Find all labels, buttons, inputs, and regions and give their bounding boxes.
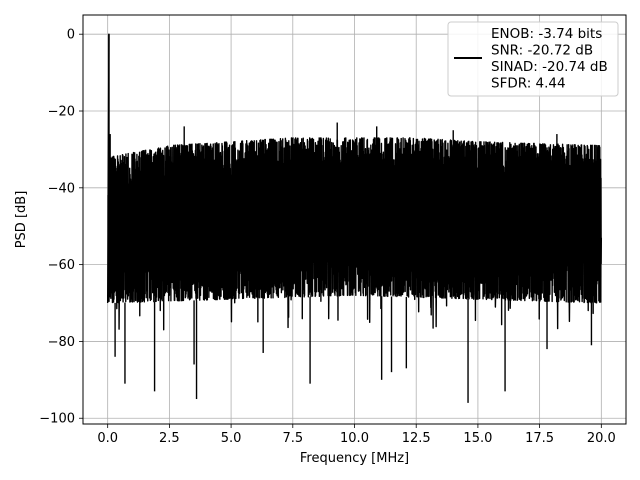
- x-tick-label: 0.0: [97, 431, 118, 446]
- y-axis-label: PSD [dB]: [14, 191, 29, 249]
- legend-sinad-text: SINAD: -20.74 dB: [491, 59, 608, 75]
- x-tick-label: 12.5: [402, 431, 431, 446]
- legend-snr-text: SNR: -20.72 dB: [491, 43, 593, 59]
- y-tick-label: −60: [48, 258, 75, 273]
- axis-ticks: 0.0 2.5 5.0 7.5 10.0 12.5 15.0 17.5 20.0 0 −20 −40 −…: [39, 28, 616, 446]
- y-tick-label: 0: [67, 28, 75, 43]
- x-tick-label: 2.5: [159, 431, 180, 446]
- x-tick-label: 10.0: [340, 431, 369, 446]
- psd-trace: [106, 33, 603, 331]
- x-tick-label: 17.5: [525, 431, 554, 446]
- y-tick-label: −80: [48, 335, 75, 350]
- legend-sfdr-text: SFDR: 4.44: [491, 76, 566, 92]
- y-tick-label: −40: [48, 181, 75, 196]
- legend-box: [447, 21, 619, 97]
- x-axis-label: Frequency [MHz]: [300, 451, 409, 466]
- legend-enob-text: ENOB: -3.74 bits: [491, 26, 602, 42]
- y-tick-label: −100: [39, 412, 75, 427]
- x-tick-label: 15.0: [463, 431, 492, 446]
- legend: ENOB: -3.74 bits SNR: -20.72 dB SINAD: -…: [447, 21, 619, 97]
- x-tick-label: 5.0: [221, 431, 242, 446]
- series-psd-line: [106, 33, 603, 403]
- y-tick-label: −20: [48, 105, 75, 120]
- x-tick-label: 7.5: [282, 431, 303, 446]
- x-tick-label: 20.0: [587, 431, 616, 446]
